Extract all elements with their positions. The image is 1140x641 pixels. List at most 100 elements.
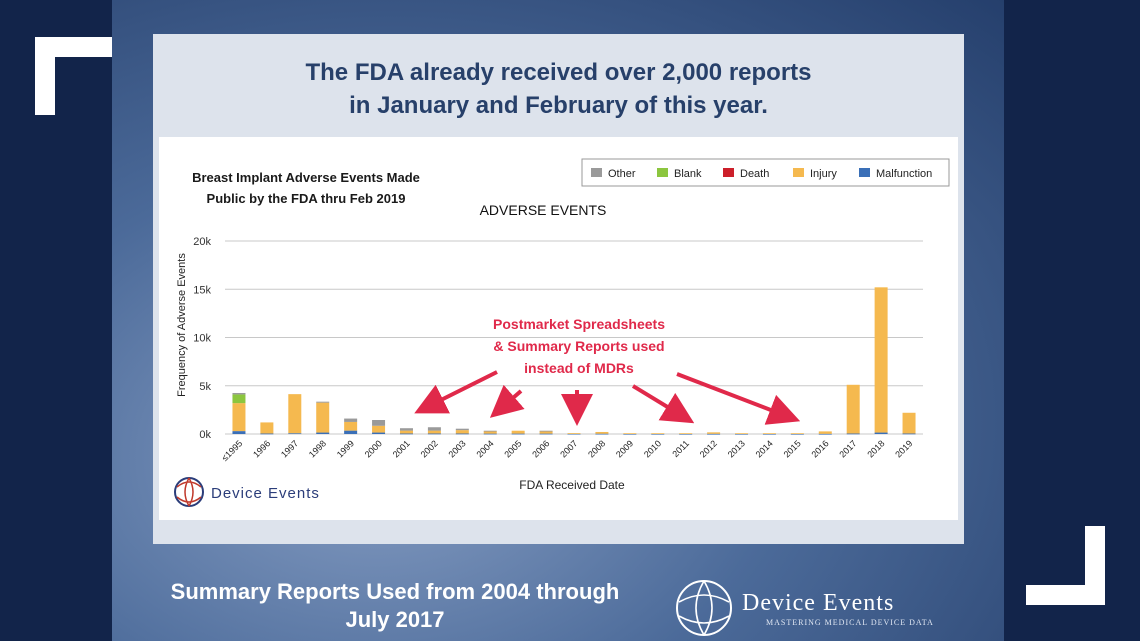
annotation-line-1: Postmarket Spreadsheets — [493, 316, 665, 332]
bar-injury-2 — [288, 394, 302, 434]
x-tick-label: 1997 — [279, 438, 300, 459]
annotation: Postmarket Spreadsheets & Summary Report… — [414, 316, 801, 426]
y-tick-label: 15k — [193, 284, 211, 296]
chart-heading-line-1: Breast Implant Adverse Events Made — [192, 170, 420, 185]
x-tick-label: 2015 — [782, 438, 803, 459]
x-tick-label: 2003 — [446, 438, 467, 459]
chart-panel: Breast Implant Adverse Events Made Publi… — [159, 137, 958, 520]
bar-other-0 — [232, 392, 246, 395]
x-axis-label: FDA Received Date — [519, 478, 625, 492]
y-tick-label: 5k — [199, 381, 211, 393]
bar-other-6 — [399, 428, 413, 431]
corner-bracket-bottom-right — [1026, 526, 1105, 605]
logo-text: Device Events — [211, 485, 320, 502]
bar-injury-15 — [651, 433, 665, 435]
x-tick-label: 2008 — [586, 438, 607, 459]
bar-malfunction-15 — [651, 433, 665, 435]
legend-label-malfunction: Malfunction — [876, 168, 932, 180]
bar-malfunction-0 — [232, 431, 246, 434]
bar-malfunction-5 — [372, 432, 386, 434]
x-tick-label: 1998 — [307, 438, 328, 459]
bar-injury-6 — [399, 430, 413, 434]
bar-injury-10 — [511, 430, 525, 434]
x-tick-label: 2009 — [614, 438, 635, 459]
bar-malfunction-10 — [511, 433, 525, 435]
bar-malfunction-8 — [455, 433, 469, 435]
x-tick-label: 2007 — [558, 438, 579, 459]
bar-malfunction-14 — [623, 433, 637, 435]
caption: Summary Reports Used from 2004 through J… — [120, 578, 670, 634]
bar-injury-12 — [567, 433, 581, 434]
brand-tagline: MASTERING MEDICAL DEVICE DATA — [766, 618, 934, 627]
bar-malfunction-21 — [818, 433, 832, 435]
x-tick-label: 2018 — [865, 438, 886, 459]
headline: The FDA already received over 2,000 repo… — [153, 56, 964, 122]
legend-label-other: Other — [608, 168, 636, 180]
bar-injury-16 — [679, 433, 693, 435]
x-tick-label: 2013 — [726, 438, 747, 459]
x-tick-label: 2004 — [474, 438, 495, 459]
bar-malfunction-7 — [427, 433, 441, 435]
legend-label-blank: Blank — [674, 168, 702, 180]
bar-malfunction-17 — [707, 433, 721, 435]
annotation-arrow-2 — [489, 384, 525, 418]
x-tick-label: ≤1995 — [220, 438, 245, 463]
bar-injury-9 — [483, 431, 497, 434]
bar-malfunction-9 — [483, 433, 497, 435]
legend-label-death: Death — [740, 168, 769, 180]
bar-malfunction-20 — [790, 433, 804, 435]
bar-malfunction-1 — [260, 433, 274, 435]
corner-bracket-top-left — [35, 37, 112, 115]
headline-line-2: in January and February of this year. — [349, 92, 768, 119]
bar-injury-20 — [790, 433, 804, 435]
bar-injury-8 — [455, 430, 469, 434]
bar-malfunction-12 — [567, 433, 581, 435]
device-events-logo: Device Events — [174, 477, 320, 507]
legend-label-injury: Injury — [810, 168, 837, 180]
brand-footer: Device Events MASTERING MEDICAL DEVICE D… — [674, 576, 974, 636]
x-tick-label: 2001 — [391, 438, 412, 459]
x-tick-label: 2012 — [698, 438, 719, 459]
x-tick-label: 2010 — [642, 438, 663, 459]
legend-swatch-injury — [793, 168, 804, 177]
bar-injury-19 — [762, 433, 776, 435]
headline-line-1: The FDA already received over 2,000 repo… — [305, 59, 812, 86]
bar-injury-21 — [818, 431, 832, 434]
x-tick-label: 2000 — [363, 438, 384, 459]
x-tick-label: 2016 — [809, 438, 830, 459]
bar-malfunction-3 — [316, 432, 330, 434]
x-tick-label: 2014 — [754, 438, 775, 459]
bar-malfunction-18 — [735, 433, 749, 435]
legend-frame — [581, 158, 950, 187]
caption-line-2: July 2017 — [345, 607, 445, 632]
annotation-arrow-5 — [676, 372, 801, 425]
right-band — [1004, 0, 1140, 641]
bar-injury-13 — [595, 431, 609, 434]
bar-injury-24 — [902, 412, 916, 434]
x-tick-label: 2006 — [530, 438, 551, 459]
legend-swatch-death — [723, 168, 734, 177]
bar-injury-14 — [623, 433, 637, 435]
annotation-line-2: & Summary Reports used — [493, 338, 664, 354]
x-tick-label: 2005 — [502, 438, 523, 459]
bar-other-4 — [344, 418, 358, 422]
bar-injury-1 — [260, 422, 274, 434]
bar-malfunction-11 — [539, 433, 553, 435]
chart: Breast Implant Adverse Events Made Publi… — [174, 158, 950, 507]
caption-line-1: Summary Reports Used from 2004 through — [170, 579, 620, 604]
bar-other-7 — [427, 427, 441, 431]
globe-logo-icon — [676, 580, 732, 636]
bar-other-9 — [483, 430, 497, 432]
y-axis-label: Frequency of Adverse Events — [176, 253, 188, 397]
bar-injury-23 — [874, 287, 888, 433]
legend-swatch-other — [591, 168, 602, 177]
bar-injury-3 — [316, 402, 330, 433]
x-tick-label: 2002 — [419, 438, 440, 459]
chart-title: ADVERSE EVENTS — [480, 202, 607, 218]
bar-malfunction-24 — [902, 433, 916, 435]
bar-injury-11 — [539, 431, 553, 434]
brand-name: Device Events — [742, 590, 895, 616]
bar-injury-7 — [427, 430, 441, 434]
legend-swatch-malfunction — [859, 168, 870, 177]
annotation-line-3: instead of MDRs — [524, 360, 634, 376]
